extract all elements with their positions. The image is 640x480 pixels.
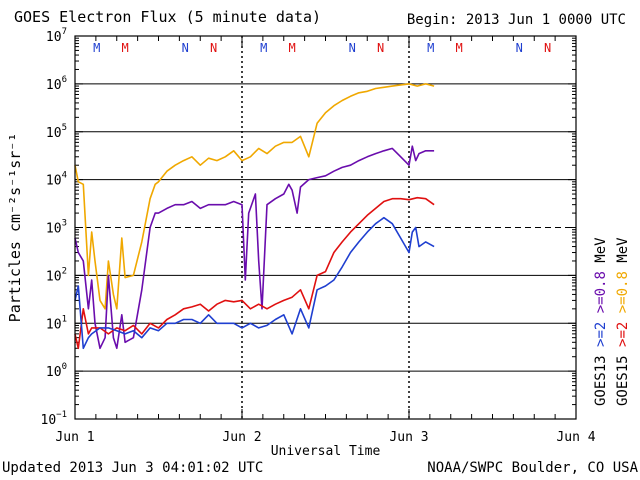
series-line — [74, 145, 435, 350]
noon-midnight-marker: N — [349, 41, 356, 55]
series-line — [74, 196, 435, 350]
noon-midnight-marker: M — [93, 41, 100, 55]
x-tick-label: Jun 3 — [389, 430, 428, 445]
y-tick-label: 10−1 — [41, 410, 68, 428]
noon-midnight-marker: M — [288, 41, 295, 55]
noon-midnight-marker: M — [121, 41, 128, 55]
chart-title: GOES Electron Flux (5 minute data) — [14, 8, 322, 26]
legend-goes13: GOES13 >=2 >=0.8 MeV — [593, 237, 609, 406]
x-tick-label: Jun 1 — [55, 430, 94, 445]
noon-midnight-marker: M — [260, 41, 267, 55]
begin-time-label: Begin: 2013 Jun 1 0000 UTC — [406, 12, 626, 28]
x-axis-label: Universal Time — [271, 444, 381, 459]
series-line — [74, 216, 435, 350]
noon-midnight-marker: N — [182, 41, 189, 55]
x-tick-label: Jun 4 — [556, 430, 595, 445]
y-tick-label: 102 — [46, 266, 67, 284]
noon-midnight-marker: N — [377, 41, 384, 55]
x-tick-label: Jun 2 — [222, 430, 261, 445]
noon-midnight-marker: M — [427, 41, 434, 55]
updated-timestamp: Updated 2013 Jun 3 04:01:02 UTC — [2, 460, 264, 476]
noon-midnight-marker: N — [516, 41, 523, 55]
y-tick-label: 105 — [46, 123, 67, 141]
noon-midnight-marker: N — [210, 41, 217, 55]
y-tick-label: 106 — [46, 75, 67, 93]
series-line — [74, 83, 435, 310]
y-tick-label: 101 — [46, 314, 67, 332]
y-tick-label: 103 — [46, 219, 67, 237]
y-tick-label: 104 — [46, 171, 67, 189]
y-axis-label: Particles cm⁻²s⁻¹sr⁻¹ — [6, 133, 24, 323]
noon-midnight-marker: N — [544, 41, 551, 55]
y-tick-label: 107 — [46, 27, 67, 45]
plot-frame — [74, 35, 577, 420]
legend-goes15: GOES15 >=2 >=0.8 MeV — [615, 237, 631, 406]
y-tick-label: 100 — [46, 362, 67, 380]
noon-midnight-marker: M — [455, 41, 462, 55]
credit-label: NOAA/SWPC Boulder, CO USA — [427, 460, 638, 476]
